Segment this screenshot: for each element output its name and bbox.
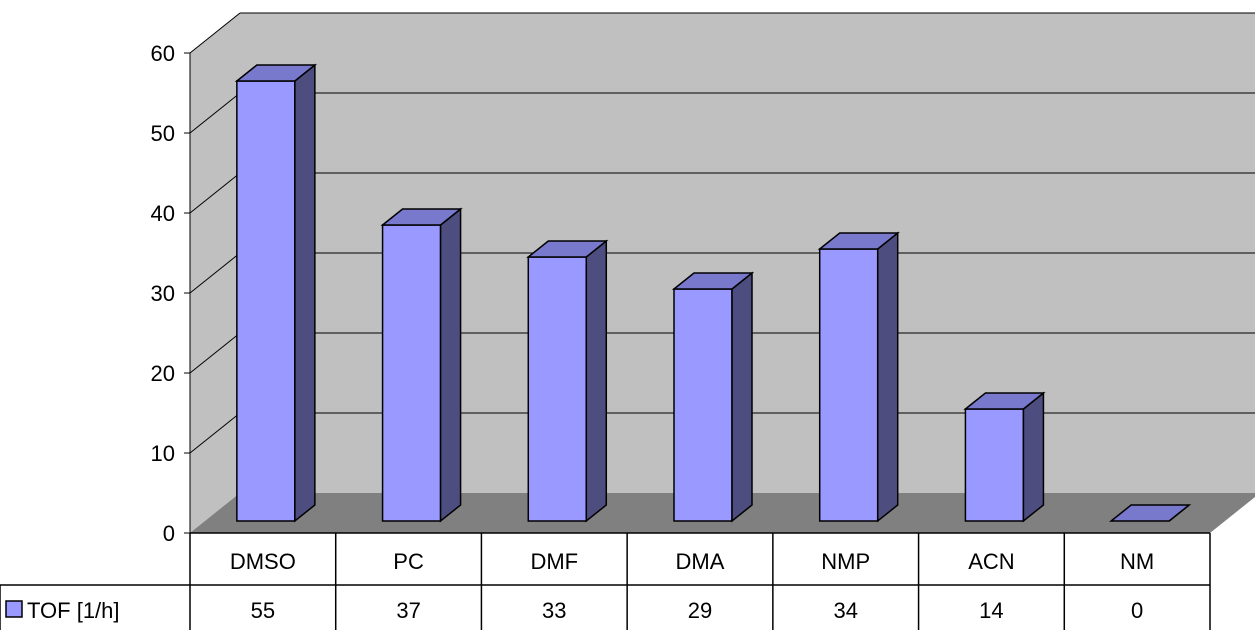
legend-series-name: TOF [1/h] (27, 598, 120, 623)
data-value: 34 (833, 598, 857, 623)
data-value: 33 (542, 598, 566, 623)
bars (234, 63, 1192, 523)
bar-front (673, 288, 733, 522)
data-value: 29 (688, 598, 712, 623)
bar-front (527, 256, 588, 522)
bar-top (817, 232, 900, 250)
bar (1109, 504, 1192, 522)
gridline-side (189, 172, 241, 214)
bar-front (381, 224, 442, 522)
bar (526, 239, 609, 523)
bar-side (1022, 391, 1045, 523)
bar-side (585, 239, 608, 523)
bar-top (963, 392, 1046, 410)
category-label: NMP (821, 549, 870, 574)
bar-front (964, 408, 1025, 522)
bar (671, 271, 755, 523)
gridline-side (189, 332, 241, 374)
bar-front (818, 248, 879, 522)
bar (234, 63, 317, 523)
gridline-side (189, 252, 241, 294)
data-value: 55 (251, 598, 275, 623)
data-value: 37 (396, 598, 420, 623)
bar-side (439, 207, 462, 523)
data-table: DMSO PC DMF DMA NMP ACN NM TOF [1/h] 55 37 33 29 34 1… (0, 532, 1211, 630)
bar-top (380, 208, 463, 226)
y-tick-label: 60 (151, 41, 175, 66)
bar-top (671, 272, 755, 290)
y-axis: 0 10 20 30 40 50 60 (151, 41, 191, 546)
category-label: PC (393, 549, 424, 574)
data-value: 0 (1131, 598, 1143, 623)
category-label: DMSO (230, 549, 296, 574)
bar-front (236, 80, 296, 522)
gridline-side (189, 92, 241, 134)
bar (817, 231, 900, 523)
category-label: NM (1120, 549, 1154, 574)
gridline-side (189, 412, 241, 454)
bar (963, 391, 1046, 523)
bar-top (1109, 504, 1192, 522)
bar-side (731, 271, 753, 523)
y-tick-label: 40 (151, 201, 175, 226)
y-tick-label: 10 (151, 441, 175, 466)
bar (380, 207, 463, 523)
category-label: DMA (676, 549, 725, 574)
y-tick-label: 0 (163, 521, 175, 546)
bar-top (526, 240, 609, 258)
y-tick-label: 50 (151, 121, 175, 146)
gridline-side (189, 12, 241, 54)
bar-side (294, 63, 316, 523)
y-tick-label: 30 (151, 281, 175, 306)
y-tick-label: 20 (151, 361, 175, 386)
legend-swatch (5, 600, 23, 618)
data-value: 14 (979, 598, 1003, 623)
bar-top (234, 64, 317, 82)
category-label: ACN (968, 549, 1014, 574)
category-label: DMF (530, 549, 578, 574)
bar-side (876, 231, 899, 523)
